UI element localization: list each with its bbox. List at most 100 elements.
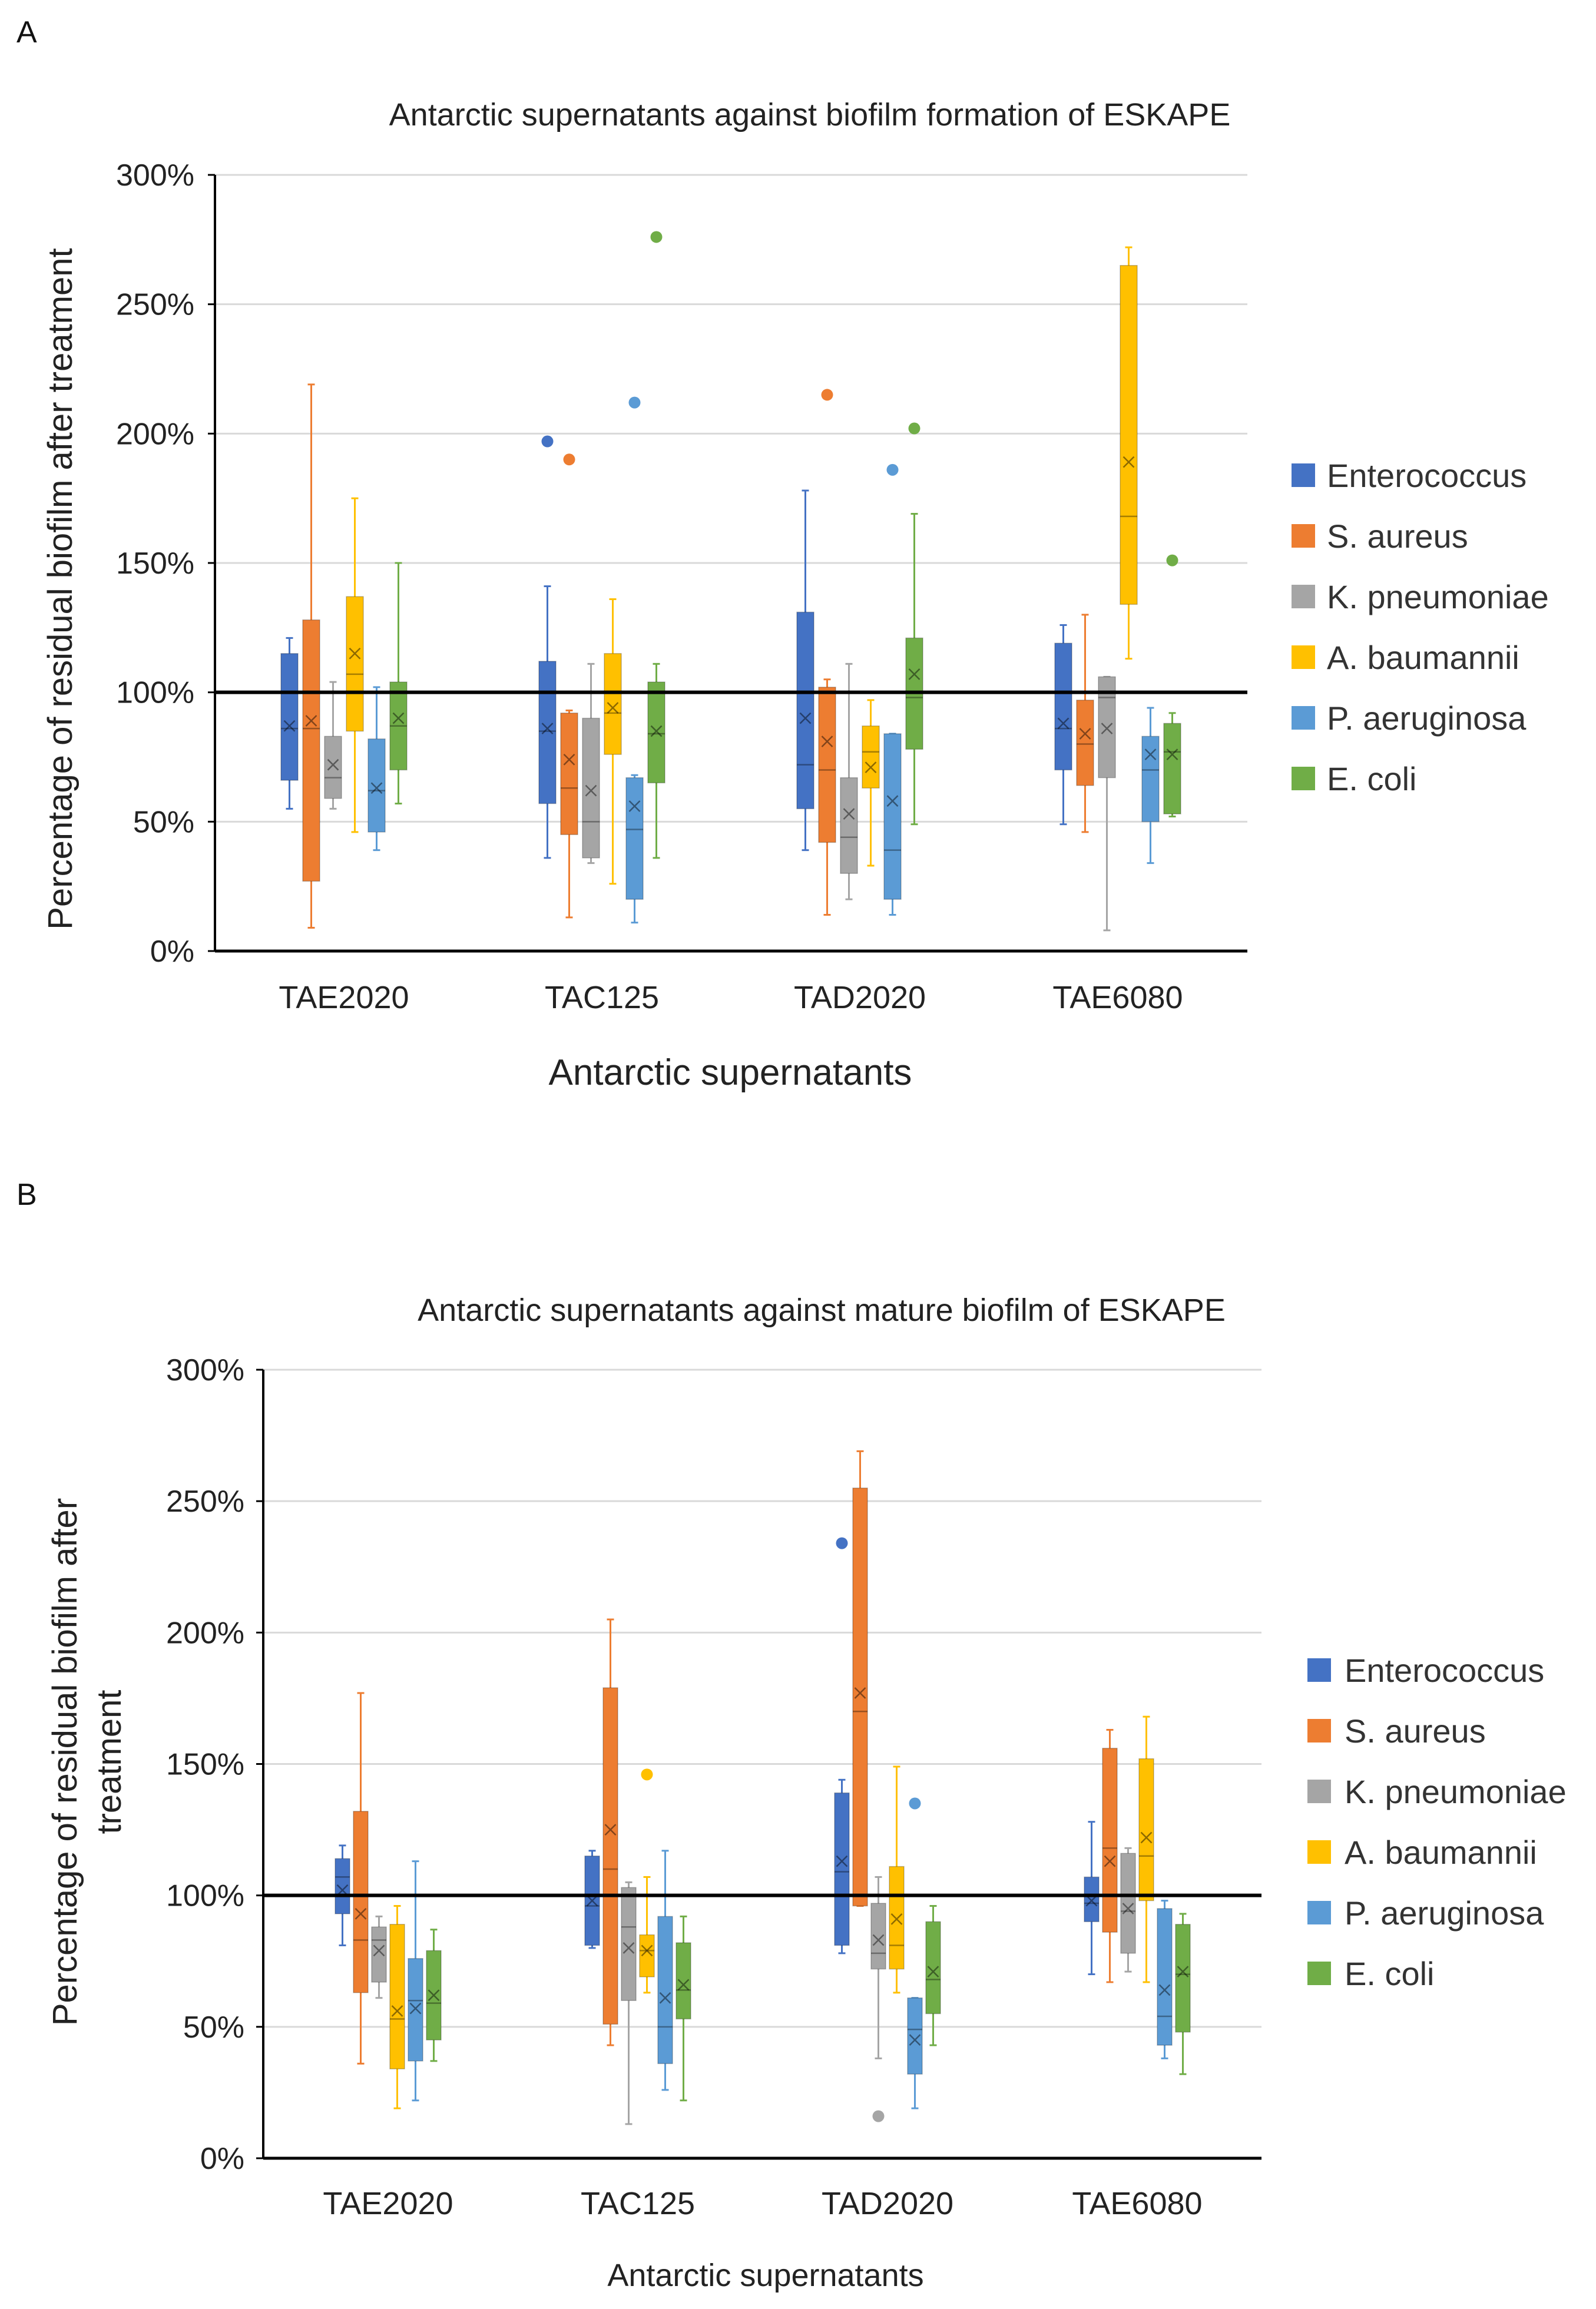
box-body: [818, 687, 836, 843]
panel-a-box-a-baumannii-tad2020: [862, 699, 880, 867]
box-body: [1054, 642, 1072, 771]
box-mean-marker: [327, 758, 339, 771]
box-mean-marker: [872, 1934, 885, 1946]
panel-a-y-tick-label: 50%: [133, 805, 194, 839]
box-body: [584, 1855, 600, 1946]
legend-swatch: [1307, 1962, 1331, 1985]
panel-b-x-tick-label: TAD2020: [822, 2186, 953, 2221]
panel-b-letter: B: [16, 1178, 37, 1212]
panel-a-box-e-coli-tad2020: [905, 422, 923, 826]
legend-label: Enterococcus: [1327, 457, 1527, 494]
box-mean-marker: [1144, 748, 1157, 760]
box-body: [280, 653, 299, 781]
panel-a-y-tick-label: 100%: [116, 676, 194, 710]
box-body: [560, 713, 578, 836]
panel-b-box-s-aureus-tae2020: [353, 1692, 369, 2065]
box-mean-marker: [1158, 1984, 1171, 1996]
box-body: [1102, 1747, 1118, 1933]
box-mean-marker: [604, 1824, 617, 1836]
box-body: [625, 777, 644, 900]
panel-b-legend-item-a-baumannii: A. baumannii: [1307, 1834, 1537, 1871]
panel-b-box-s-aureus-tae6080: [1102, 1728, 1118, 1983]
panel-a-legend-item-e-coli: E. coli: [1292, 760, 1417, 797]
legend-label: S. aureus: [1327, 518, 1468, 555]
box-mean-marker: [622, 1942, 635, 1954]
panel-b-y-tick-label: 300%: [166, 1353, 244, 1387]
box-mean-marker: [1101, 723, 1113, 735]
box-outlier: [641, 1768, 653, 1781]
panel-a-box-p-aeruginosa-tac125: [625, 396, 644, 924]
legend-swatch: [1307, 1719, 1331, 1742]
box-body: [353, 1811, 369, 1993]
panel-a-box-p-aeruginosa-tad2020: [883, 463, 902, 916]
legend-label: E. coli: [1345, 1955, 1435, 1992]
panel-a-letter: A: [16, 15, 37, 49]
box-body: [408, 1958, 423, 2062]
box-body: [889, 1866, 905, 1970]
panel-b-box-s-aureus-tad2020: [852, 1450, 868, 1907]
box-mean-marker: [370, 782, 383, 794]
box-body: [834, 1792, 850, 1946]
box-body: [602, 1687, 618, 2025]
legend-label: P. aeruginosa: [1345, 1894, 1544, 1932]
panel-b-box-a-baumannii-tae6080: [1138, 1715, 1154, 1983]
box-body: [538, 661, 557, 804]
box-outlier: [628, 396, 641, 409]
panel-a-legend-item-s-aureus: S. aureus: [1292, 518, 1468, 555]
panel-a: A Antarctic supernatants against biofilm…: [16, 15, 1549, 1093]
box-mean-marker: [836, 1855, 848, 1867]
panel-a-box-p-aeruginosa-tae6080: [1141, 707, 1160, 864]
panel-b-box-k-pneumoniae-tae6080: [1120, 1847, 1136, 1973]
box-outlier: [1166, 554, 1178, 567]
panel-b-box-enterococcus-tad2020: [834, 1537, 850, 1954]
box-mean-marker: [373, 1944, 385, 1957]
box-outlier: [821, 389, 833, 401]
panel-a-box-k-pneumoniae-tae2020: [324, 681, 342, 810]
panel-b-box-p-aeruginosa-tae2020: [408, 1860, 423, 2102]
box-body: [1163, 723, 1181, 814]
box-mean-marker: [428, 1989, 440, 2002]
box-mean-marker: [909, 2034, 921, 2046]
box-mean-marker: [392, 712, 405, 724]
box-body: [870, 1903, 886, 1970]
box-body: [1141, 736, 1160, 823]
panel-b-box-p-aeruginosa-tad2020: [907, 1797, 923, 2109]
panel-a-x-tick-label: TAD2020: [794, 980, 926, 1015]
panel-b-boxes: [335, 1450, 1191, 2125]
panel-b-box-k-pneumoniae-tad2020: [870, 1876, 886, 2122]
legend-label: E. coli: [1327, 760, 1417, 797]
box-mean-marker: [1123, 456, 1135, 468]
panel-a-box-s-aureus-tac125: [560, 453, 578, 919]
panel-a-x-tick-label: TAC125: [545, 980, 659, 1015]
panel-b-box-s-aureus-tac125: [602, 1618, 618, 2046]
panel-a-x-axis-label: Antarctic supernatants: [549, 1052, 912, 1093]
legend-swatch: [1292, 767, 1315, 790]
box-body: [1157, 1908, 1173, 2046]
panel-a-y-tick-label: 250%: [116, 288, 194, 322]
legend-swatch: [1292, 463, 1315, 487]
legend-swatch: [1292, 645, 1315, 669]
box-outlier: [563, 453, 575, 466]
box-body: [657, 1916, 673, 2065]
box-mean-marker: [843, 808, 855, 820]
box-mean-marker: [1140, 1831, 1153, 1844]
box-mean-marker: [1104, 1855, 1116, 1867]
panel-a-boxes: [280, 231, 1181, 932]
legend-label: P. aeruginosa: [1327, 700, 1527, 737]
panel-a-box-s-aureus-tae6080: [1076, 614, 1094, 833]
panel-a-y-axis-label: Percentage of residual biofilm after tre…: [41, 248, 80, 929]
panel-b-legend-item-p-aeruginosa: P. aeruginosa: [1307, 1894, 1544, 1932]
panel-a-legend-item-enterococcus: Enterococcus: [1292, 457, 1527, 494]
panel-b-box-e-coli-tae2020: [426, 1929, 442, 2062]
box-mean-marker: [283, 720, 296, 732]
box-outlier: [909, 1797, 921, 1810]
box-body: [647, 681, 665, 784]
box-body: [1175, 1924, 1191, 2033]
box-body: [1084, 1876, 1100, 1923]
panel-b-box-e-coli-tac125: [676, 1915, 691, 2102]
box-mean-marker: [865, 761, 877, 773]
box-outlier: [908, 422, 920, 435]
box-body: [676, 1942, 691, 2020]
panel-b-box-e-coli-tad2020: [925, 1905, 941, 2046]
